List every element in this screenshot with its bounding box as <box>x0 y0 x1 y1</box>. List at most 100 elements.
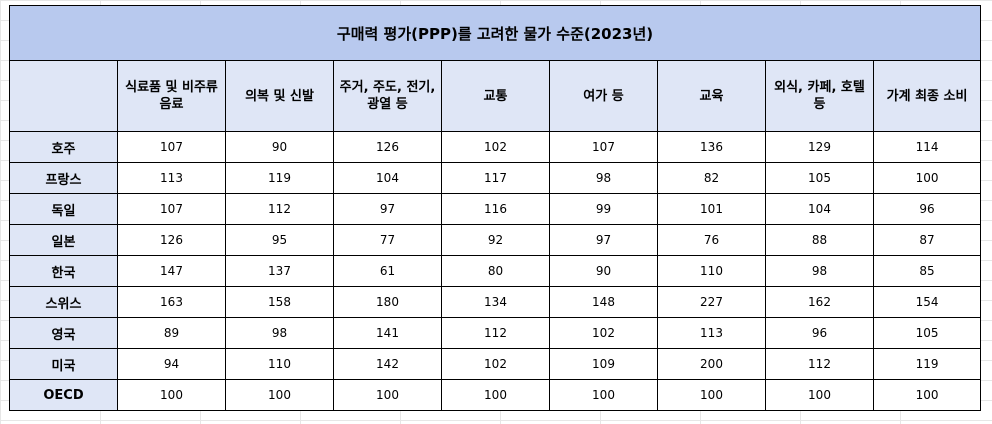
table-row: 호주 107 90 126 102 107 136 129 114 <box>9 131 982 163</box>
header-housing[interactable]: 주거, 주도, 전기, 광열 등 <box>333 60 442 132</box>
value-cell[interactable]: 105 <box>765 162 874 194</box>
value-cell[interactable]: 158 <box>225 286 334 318</box>
header-corner-cell[interactable] <box>9 60 118 132</box>
value-cell[interactable]: 180 <box>333 286 442 318</box>
value-cell[interactable]: 97 <box>333 193 442 225</box>
value-cell[interactable]: 100 <box>872 379 982 411</box>
value-cell[interactable]: 87 <box>872 224 982 256</box>
value-cell[interactable]: 136 <box>657 131 766 163</box>
value-cell[interactable]: 119 <box>872 348 982 380</box>
value-cell[interactable]: 107 <box>117 131 226 163</box>
value-cell[interactable]: 107 <box>549 131 658 163</box>
value-cell[interactable]: 98 <box>225 317 334 349</box>
value-cell[interactable]: 100 <box>549 379 658 411</box>
value-cell[interactable]: 101 <box>657 193 766 225</box>
price-level-table: 구매력 평가(PPP)를 고려한 물가 수준(2023년) 식료품 및 비주류음… <box>8 5 982 411</box>
value-cell[interactable]: 117 <box>441 162 550 194</box>
value-cell[interactable]: 105 <box>872 317 982 349</box>
value-cell[interactable]: 147 <box>117 255 226 287</box>
header-leisure[interactable]: 여가 등 <box>549 60 658 132</box>
value-cell[interactable]: 200 <box>657 348 766 380</box>
value-cell[interactable]: 97 <box>549 224 658 256</box>
value-cell[interactable]: 110 <box>657 255 766 287</box>
table-title[interactable]: 구매력 평가(PPP)를 고려한 물가 수준(2023년) <box>8 5 982 61</box>
value-cell[interactable]: 163 <box>117 286 226 318</box>
value-cell[interactable]: 76 <box>657 224 766 256</box>
value-cell[interactable]: 61 <box>333 255 442 287</box>
value-cell[interactable]: 98 <box>765 255 874 287</box>
value-cell[interactable]: 102 <box>441 131 550 163</box>
value-cell[interactable]: 100 <box>872 162 982 194</box>
value-cell[interactable]: 148 <box>549 286 658 318</box>
value-cell[interactable]: 137 <box>225 255 334 287</box>
value-cell[interactable]: 109 <box>549 348 658 380</box>
value-cell[interactable]: 96 <box>765 317 874 349</box>
table-row: OECD 100 100 100 100 100 100 100 100 <box>9 379 982 411</box>
value-cell[interactable]: 92 <box>441 224 550 256</box>
value-cell[interactable]: 141 <box>333 317 442 349</box>
header-education[interactable]: 교육 <box>657 60 766 132</box>
country-cell[interactable]: 스위스 <box>9 286 118 318</box>
value-cell[interactable]: 227 <box>657 286 766 318</box>
header-transport[interactable]: 교통 <box>441 60 550 132</box>
value-cell[interactable]: 100 <box>657 379 766 411</box>
value-cell[interactable]: 85 <box>872 255 982 287</box>
value-cell[interactable]: 126 <box>117 224 226 256</box>
value-cell[interactable]: 110 <box>225 348 334 380</box>
value-cell[interactable]: 162 <box>765 286 874 318</box>
value-cell[interactable]: 107 <box>117 193 226 225</box>
header-food[interactable]: 식료품 및 비주류음료 <box>117 60 226 132</box>
value-cell[interactable]: 100 <box>117 379 226 411</box>
value-cell[interactable]: 89 <box>117 317 226 349</box>
table-row: 일본 126 95 77 92 97 76 88 87 <box>9 224 982 256</box>
value-cell[interactable]: 104 <box>765 193 874 225</box>
value-cell[interactable]: 95 <box>225 224 334 256</box>
table-row: 미국 94 110 142 102 109 200 112 119 <box>9 348 982 380</box>
value-cell[interactable]: 99 <box>549 193 658 225</box>
value-cell[interactable]: 113 <box>117 162 226 194</box>
value-cell[interactable]: 112 <box>765 348 874 380</box>
value-cell[interactable]: 100 <box>333 379 442 411</box>
country-cell[interactable]: 독일 <box>9 193 118 225</box>
value-cell[interactable]: 119 <box>225 162 334 194</box>
value-cell[interactable]: 102 <box>441 348 550 380</box>
value-cell[interactable]: 134 <box>441 286 550 318</box>
value-cell[interactable]: 82 <box>657 162 766 194</box>
value-cell[interactable]: 129 <box>765 131 874 163</box>
country-cell[interactable]: 한국 <box>9 255 118 287</box>
value-cell[interactable]: 102 <box>549 317 658 349</box>
value-cell[interactable]: 88 <box>765 224 874 256</box>
value-cell[interactable]: 114 <box>872 131 982 163</box>
table-row: 한국 147 137 61 80 90 110 98 85 <box>9 255 982 287</box>
value-cell[interactable]: 116 <box>441 193 550 225</box>
country-cell[interactable]: 호주 <box>9 131 118 163</box>
value-cell[interactable]: 104 <box>333 162 442 194</box>
value-cell[interactable]: 154 <box>872 286 982 318</box>
value-cell[interactable]: 98 <box>549 162 658 194</box>
value-cell[interactable]: 90 <box>225 131 334 163</box>
value-cell[interactable]: 126 <box>333 131 442 163</box>
table-row: 독일 107 112 97 116 99 101 104 96 <box>9 193 982 225</box>
country-cell[interactable]: 영국 <box>9 317 118 349</box>
value-cell[interactable]: 112 <box>441 317 550 349</box>
value-cell[interactable]: 100 <box>225 379 334 411</box>
value-cell[interactable]: 100 <box>441 379 550 411</box>
country-cell[interactable]: OECD <box>9 379 118 411</box>
value-cell[interactable]: 142 <box>333 348 442 380</box>
value-cell[interactable]: 80 <box>441 255 550 287</box>
country-cell[interactable]: 일본 <box>9 224 118 256</box>
header-household-consumption[interactable]: 가계 최종 소비 <box>872 60 982 132</box>
country-cell[interactable]: 미국 <box>9 348 118 380</box>
value-cell[interactable]: 112 <box>225 193 334 225</box>
table-row: 영국 89 98 141 112 102 113 96 105 <box>9 317 982 349</box>
value-cell[interactable]: 100 <box>765 379 874 411</box>
value-cell[interactable]: 90 <box>549 255 658 287</box>
value-cell[interactable]: 96 <box>872 193 982 225</box>
header-dining[interactable]: 외식, 카페, 호텔 등 <box>765 60 874 132</box>
table-row: 프랑스 113 119 104 117 98 82 105 100 <box>9 162 982 194</box>
country-cell[interactable]: 프랑스 <box>9 162 118 194</box>
value-cell[interactable]: 113 <box>657 317 766 349</box>
header-clothing[interactable]: 의복 및 신발 <box>225 60 334 132</box>
value-cell[interactable]: 77 <box>333 224 442 256</box>
value-cell[interactable]: 94 <box>117 348 226 380</box>
